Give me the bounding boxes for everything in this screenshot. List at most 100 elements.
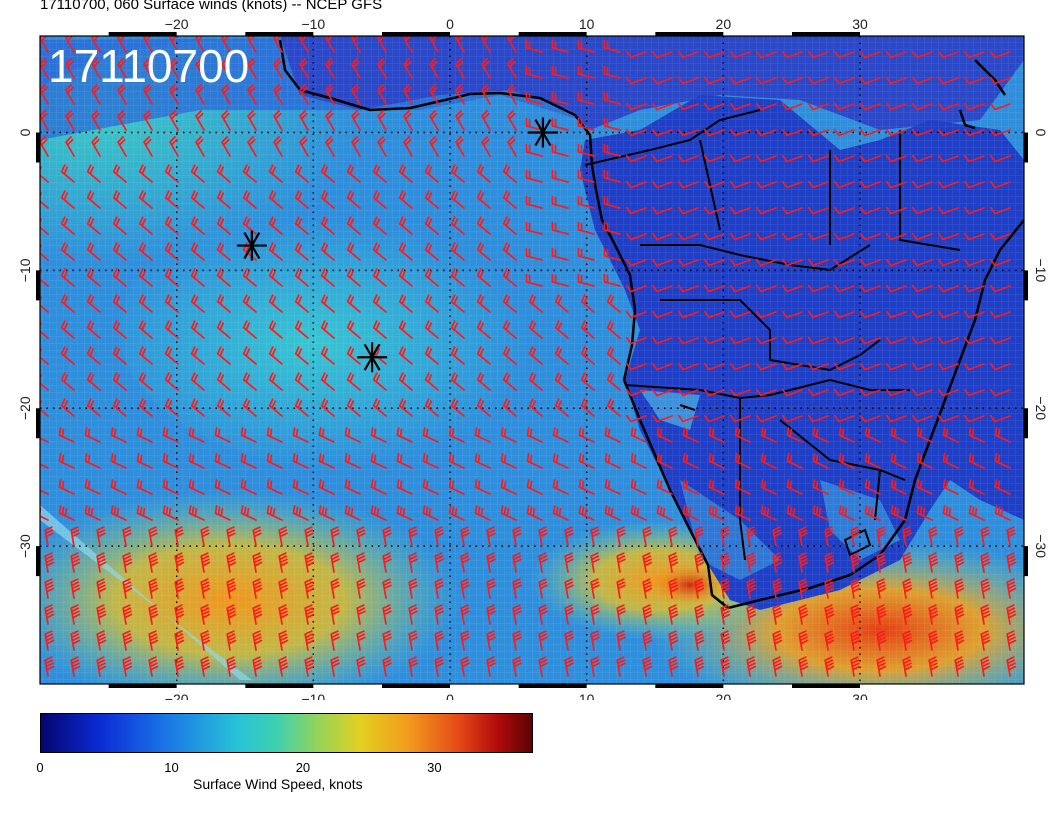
wind-barb [330,656,340,677]
wind-barb [859,76,881,85]
wind-barb [138,216,153,235]
wind-barb [937,154,959,163]
wind-barb [502,190,517,209]
wind-barb [603,91,621,105]
wind-barb [746,578,757,599]
wind-barb [916,505,933,521]
wind-barb [138,268,153,287]
wind-barb [902,526,912,547]
wind-barb [937,310,959,319]
wind-barb [807,154,829,163]
lon-tick-label: 30 [852,691,868,700]
tick-bar [1024,408,1028,439]
wind-barb [112,164,127,183]
wind-barb [398,294,413,313]
wind-barb [911,284,933,293]
tick-bar [382,32,450,36]
wind-barb [299,136,309,157]
wind-barb [96,604,107,625]
wind-barb [890,427,907,443]
wind-barb [60,320,75,339]
wind-barb [525,247,543,261]
wind-barb [112,242,127,261]
wind-barb [500,453,517,469]
wind-barb [864,505,881,521]
wind-barb [455,84,465,105]
wind-barb [538,656,548,677]
wind-barb [525,39,543,53]
wind-barb [824,630,835,651]
wind-barb [252,630,263,651]
wind-barb [850,656,861,677]
wind-barb [1006,604,1017,625]
wind-barb [112,190,127,209]
wind-barb [164,398,179,417]
wind-barb [682,427,699,443]
wind-barb [138,346,153,365]
wind-barb [911,206,933,215]
wind-barb [850,552,861,573]
wind-barb [252,578,263,599]
wind-barb [812,479,829,495]
wind-barb [989,414,1011,423]
wind-barb [937,232,959,241]
wind-barb [807,232,829,241]
wind-barb [138,398,153,417]
wind-barb [954,552,965,573]
wind-barb [278,604,289,625]
wind-barb [989,102,1011,111]
wind-barb [346,216,361,235]
wind-barb [677,232,699,241]
wind-barb [677,310,699,319]
wind-barb [502,398,517,417]
wind-barb [86,216,101,235]
wind-barb [58,505,75,521]
tick-bar [36,408,40,439]
wind-barb [60,372,75,391]
wind-barb [434,604,444,625]
wind-barb [677,284,699,293]
wind-barb [292,505,309,521]
wind-barb [216,294,231,313]
wind-barb [486,656,496,677]
wind-barb [190,164,205,183]
wind-barb [190,320,205,339]
wind-barb [911,154,933,163]
wind-barb [164,320,179,339]
wind-barb [91,84,101,105]
wind-barb [525,169,543,183]
wind-barb [136,427,153,443]
wind-barb [481,84,491,105]
wind-barb [859,284,881,293]
wind-barb [677,414,699,423]
wind-barb [677,258,699,267]
wind-barb [603,247,621,261]
wind-barb [989,206,1011,215]
wind-barb [40,192,49,209]
wind-barb [616,552,626,573]
wind-barb [916,427,933,443]
wind-barb [755,258,777,267]
wind-barb [630,479,647,495]
wind-barb [70,604,81,625]
wind-barb [481,136,491,157]
wind-barb [833,128,855,137]
wind-barb [916,453,933,469]
wind-barb [864,453,881,469]
wind-barb [604,453,621,469]
wind-barb [398,190,413,209]
wind-barb [450,216,465,235]
wind-barb [164,372,179,391]
wind-barb [590,552,600,573]
lon-tick-label: 0 [446,691,454,700]
wind-barb [221,84,231,105]
wind-barb [422,453,439,469]
wind-barb [448,453,465,469]
wind-barb [980,656,991,677]
wind-barb [682,479,699,495]
wind-barb [278,630,289,651]
wind-barb [216,190,231,209]
lon-tick-label: −10 [301,691,325,700]
wind-barb [422,427,439,443]
wind-barb [590,656,600,677]
